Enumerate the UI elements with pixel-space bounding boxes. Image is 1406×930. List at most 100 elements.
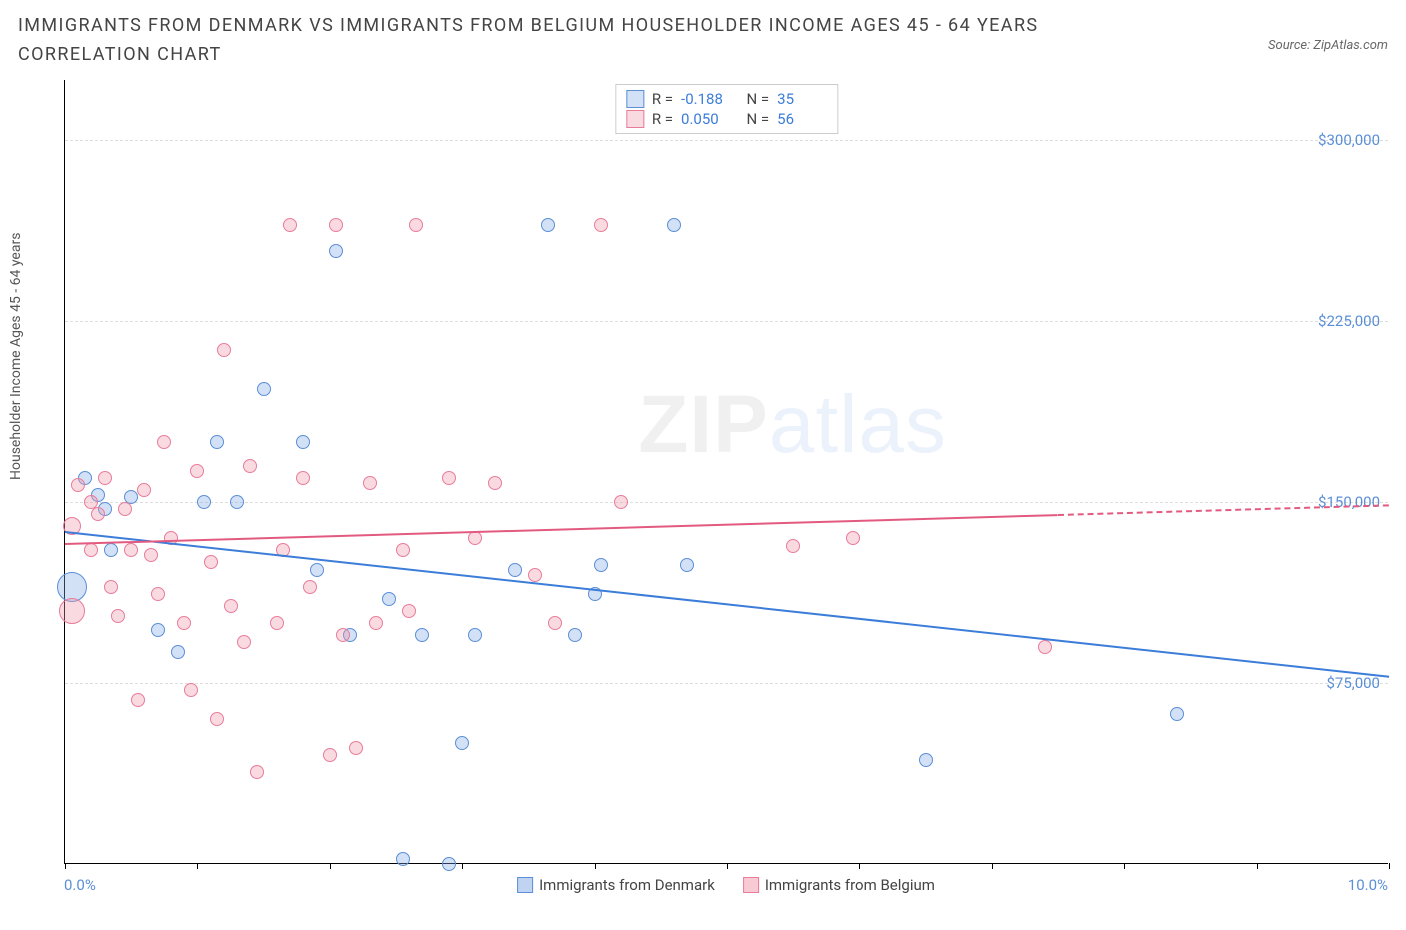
data-point bbox=[224, 599, 238, 613]
data-point bbox=[104, 543, 118, 557]
data-point bbox=[296, 471, 310, 485]
data-point bbox=[296, 435, 310, 449]
data-point bbox=[323, 748, 337, 762]
data-point bbox=[171, 645, 185, 659]
stat-r-value: 0.050 bbox=[681, 110, 731, 128]
gridline bbox=[65, 321, 1388, 322]
data-point bbox=[124, 543, 138, 557]
data-point bbox=[488, 476, 502, 490]
data-point bbox=[230, 495, 244, 509]
x-tick bbox=[727, 863, 728, 869]
data-point bbox=[210, 435, 224, 449]
legend-label: Immigrants from Belgium bbox=[765, 876, 935, 894]
data-point bbox=[98, 471, 112, 485]
data-point bbox=[548, 616, 562, 630]
data-point bbox=[270, 616, 284, 630]
watermark: ZIPatlas bbox=[638, 378, 947, 472]
data-point bbox=[1170, 707, 1184, 721]
x-tick bbox=[197, 863, 198, 869]
gridline bbox=[65, 683, 1388, 684]
x-right-label: 10.0% bbox=[1348, 876, 1388, 894]
data-point bbox=[329, 244, 343, 258]
data-point bbox=[594, 558, 608, 572]
data-point bbox=[442, 471, 456, 485]
x-tick bbox=[859, 863, 860, 869]
trend-line bbox=[65, 514, 1058, 545]
data-point bbox=[614, 495, 628, 509]
data-point bbox=[111, 609, 125, 623]
data-point bbox=[786, 539, 800, 553]
legend-swatch bbox=[517, 877, 533, 893]
data-point bbox=[118, 502, 132, 516]
data-point bbox=[104, 580, 118, 594]
chart-container: Householder Income Ages 45 - 64 years ZI… bbox=[18, 80, 1388, 910]
stat-n-label: N = bbox=[739, 90, 769, 108]
data-point bbox=[91, 507, 105, 521]
stat-r-label: R = bbox=[652, 90, 673, 108]
data-point bbox=[243, 459, 257, 473]
data-point bbox=[336, 628, 350, 642]
data-point bbox=[468, 531, 482, 545]
data-point bbox=[396, 852, 410, 866]
legend-item: Immigrants from Denmark bbox=[517, 876, 715, 894]
data-point bbox=[382, 592, 396, 606]
stat-r-value: -0.188 bbox=[681, 90, 731, 108]
data-point bbox=[210, 712, 224, 726]
data-point bbox=[71, 478, 85, 492]
data-point bbox=[157, 435, 171, 449]
data-point bbox=[144, 548, 158, 562]
data-point bbox=[528, 568, 542, 582]
y-tick-label: $300,000 bbox=[1318, 131, 1380, 149]
data-point bbox=[329, 218, 343, 232]
data-point bbox=[409, 218, 423, 232]
y-axis-label: Householder Income Ages 45 - 64 years bbox=[8, 233, 24, 480]
y-tick-label: $75,000 bbox=[1326, 674, 1380, 692]
data-point bbox=[415, 628, 429, 642]
header: IMMIGRANTS FROM DENMARK VS IMMIGRANTS FR… bbox=[0, 0, 1406, 70]
data-point bbox=[369, 616, 383, 630]
trend-line bbox=[65, 531, 1389, 678]
data-point bbox=[257, 382, 271, 396]
data-point bbox=[237, 635, 251, 649]
data-point bbox=[177, 616, 191, 630]
x-tick bbox=[462, 863, 463, 869]
data-point bbox=[190, 464, 204, 478]
data-point bbox=[508, 563, 522, 577]
plot-area: ZIPatlas R = -0.188 N = 35R = 0.050 N = … bbox=[64, 80, 1388, 864]
x-tick bbox=[65, 863, 66, 869]
legend-swatch bbox=[626, 110, 644, 128]
data-point bbox=[667, 218, 681, 232]
data-point bbox=[468, 628, 482, 642]
stats-row: R = 0.050 N = 56 bbox=[626, 109, 827, 129]
data-point bbox=[396, 543, 410, 557]
watermark-bold: ZIP bbox=[638, 379, 769, 470]
data-point bbox=[1038, 640, 1052, 654]
data-point bbox=[283, 218, 297, 232]
x-tick bbox=[330, 863, 331, 869]
stats-row: R = -0.188 N = 35 bbox=[626, 89, 827, 109]
data-point bbox=[197, 495, 211, 509]
stat-n-value: 35 bbox=[777, 90, 827, 108]
data-point bbox=[442, 857, 456, 871]
watermark-light: atlas bbox=[769, 379, 947, 470]
data-point bbox=[568, 628, 582, 642]
data-point bbox=[151, 587, 165, 601]
data-point bbox=[151, 623, 165, 637]
x-axis-row: 0.0% Immigrants from DenmarkImmigrants f… bbox=[64, 870, 1388, 900]
x-tick bbox=[992, 863, 993, 869]
data-point bbox=[846, 531, 860, 545]
x-tick bbox=[1124, 863, 1125, 869]
data-point bbox=[204, 555, 218, 569]
data-point bbox=[131, 693, 145, 707]
legend-label: Immigrants from Denmark bbox=[539, 876, 715, 894]
data-point bbox=[310, 563, 324, 577]
stat-r-label: R = bbox=[652, 110, 673, 128]
source-label: Source: ZipAtlas.com bbox=[1268, 38, 1388, 53]
data-point bbox=[349, 741, 363, 755]
data-point bbox=[919, 753, 933, 767]
stats-legend: R = -0.188 N = 35R = 0.050 N = 56 bbox=[615, 84, 838, 134]
x-tick bbox=[595, 863, 596, 869]
gridline bbox=[65, 502, 1388, 503]
legend-swatch bbox=[743, 877, 759, 893]
data-point bbox=[455, 736, 469, 750]
